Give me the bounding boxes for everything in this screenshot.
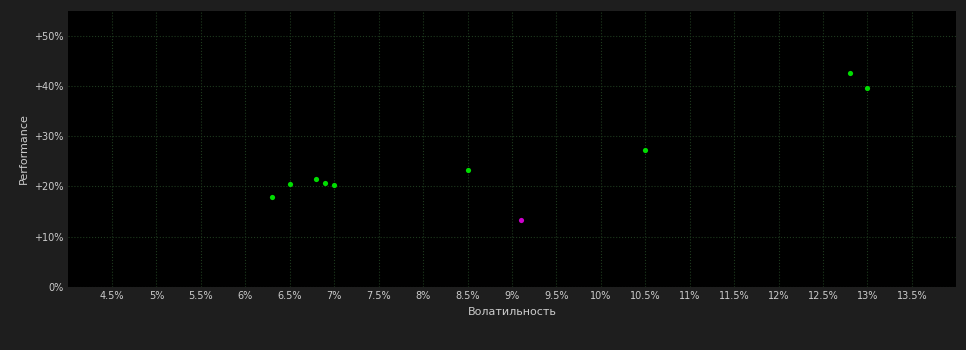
Point — [282, 181, 298, 187]
Point — [309, 176, 325, 182]
Point — [638, 147, 653, 153]
Point — [265, 194, 280, 199]
Point — [860, 86, 875, 91]
Y-axis label: Performance: Performance — [18, 113, 28, 184]
X-axis label: Волатильность: Волатильность — [468, 307, 556, 317]
Point — [513, 217, 528, 223]
Point — [460, 168, 475, 173]
Point — [318, 180, 333, 186]
Point — [327, 183, 342, 188]
Point — [842, 71, 858, 76]
